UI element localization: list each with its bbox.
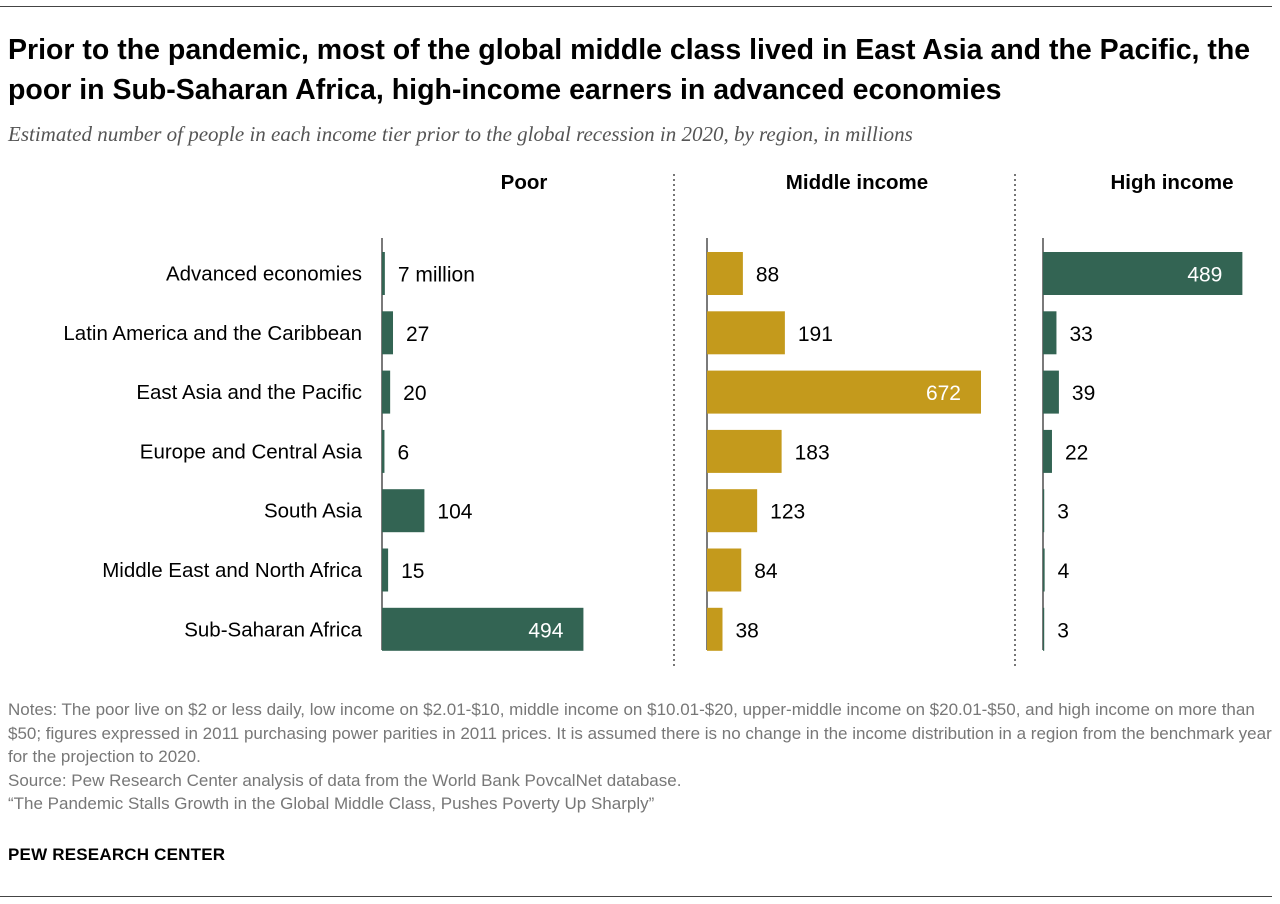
value-label-high-income-middle-east-and-north-africa: 4 — [1058, 560, 1070, 583]
category-label-europe-and-central-asia: Europe and Central Asia — [140, 440, 363, 463]
value-label-middle-income-middle-east-and-north-africa: 84 — [754, 560, 778, 583]
bar-poor-advanced-economies — [382, 252, 385, 295]
chart-title: Prior to the pandemic, most of the globa… — [8, 34, 1251, 106]
category-label-advanced-economies: Advanced economies — [166, 263, 362, 286]
bar-high-income-middle-east-and-north-africa — [1043, 548, 1045, 592]
category-label-south-asia: South Asia — [264, 500, 363, 523]
bar-poor-middle-east-and-north-africa — [382, 548, 389, 592]
value-label-high-income-advanced-economies: 489 — [1187, 264, 1222, 287]
income-tier-bar-chart: Advanced economies Latin America and the … — [63, 171, 1243, 668]
bar-middle-income-europe-and-central-asia — [707, 429, 782, 473]
bar-middle-income-south-asia — [707, 489, 758, 533]
value-label-poor-advanced-economies: 7 million — [398, 264, 475, 287]
bar-poor-latin-america-and-the-caribbean — [382, 311, 394, 355]
panel-header-middle-income: Middle income — [786, 171, 928, 194]
notes-text: Notes: The poor live on $2 or less daily… — [8, 700, 1272, 766]
value-label-middle-income-sub-saharan-africa: 38 — [735, 619, 758, 642]
bar-poor-south-asia — [382, 489, 425, 533]
value-label-poor-south-asia: 104 — [437, 501, 472, 524]
brand-name: PEW RESEARCH CENTER — [8, 845, 226, 864]
panel-header-high-income: High income — [1110, 171, 1233, 194]
source-text: Source: Pew Research Center analysis of … — [8, 770, 682, 790]
bar-high-income-south-asia — [1043, 489, 1045, 533]
bar-middle-income-east-asia-and-the-pacific — [707, 370, 981, 414]
report-title-text: “The Pandemic Stalls Growth in the Globa… — [8, 794, 655, 813]
value-label-high-income-south-asia: 3 — [1057, 501, 1069, 524]
category-label-east-asia-and-the-pacific: East Asia and the Pacific — [136, 381, 362, 404]
bar-high-income-advanced-economies — [1043, 252, 1243, 295]
value-label-poor-latin-america-and-the-caribbean: 27 — [406, 323, 429, 346]
value-label-middle-income-advanced-economies: 88 — [756, 264, 779, 287]
bar-poor-east-asia-and-the-pacific — [382, 370, 391, 414]
top-rule — [0, 6, 1272, 7]
value-label-middle-income-south-asia: 123 — [770, 501, 805, 524]
value-label-poor-europe-and-central-asia: 6 — [397, 441, 409, 464]
value-label-high-income-east-asia-and-the-pacific: 39 — [1072, 382, 1095, 405]
value-label-middle-income-europe-and-central-asia: 183 — [795, 441, 830, 464]
category-label-middle-east-and-north-africa: Middle East and North Africa — [102, 559, 362, 582]
value-label-high-income-latin-america-and-the-caribbean: 33 — [1069, 323, 1092, 346]
category-label-sub-saharan-africa: Sub-Saharan Africa — [184, 618, 362, 641]
bar-high-income-sub-saharan-africa — [1043, 607, 1045, 651]
value-label-middle-income-latin-america-and-the-caribbean: 191 — [798, 323, 833, 346]
bar-middle-income-sub-saharan-africa — [707, 607, 723, 651]
value-label-poor-middle-east-and-north-africa: 15 — [401, 560, 424, 583]
bar-high-income-latin-america-and-the-caribbean — [1043, 311, 1057, 355]
bar-high-income-europe-and-central-asia — [1043, 429, 1052, 473]
value-label-high-income-sub-saharan-africa: 3 — [1057, 619, 1069, 642]
value-label-poor-east-asia-and-the-pacific: 20 — [403, 382, 426, 405]
bar-middle-income-advanced-economies — [707, 252, 743, 295]
category-label-latin-america-and-the-caribbean: Latin America and the Caribbean — [63, 322, 362, 345]
bottom-rule — [0, 896, 1272, 897]
bar-middle-income-middle-east-and-north-africa — [707, 548, 742, 592]
bar-high-income-east-asia-and-the-pacific — [1043, 370, 1059, 414]
chart-subtitle: Estimated number of people in each incom… — [8, 122, 913, 146]
panel-header-poor: Poor — [501, 171, 548, 194]
bar-poor-sub-saharan-africa — [382, 607, 584, 651]
bar-middle-income-latin-america-and-the-caribbean — [707, 311, 785, 355]
bar-poor-europe-and-central-asia — [382, 429, 385, 473]
value-label-high-income-europe-and-central-asia: 22 — [1065, 441, 1088, 464]
chart-notes: Notes: The poor live on $2 or less daily… — [8, 698, 1272, 816]
value-label-middle-income-east-asia-and-the-pacific: 672 — [926, 382, 961, 405]
value-label-poor-sub-saharan-africa: 494 — [528, 619, 563, 642]
